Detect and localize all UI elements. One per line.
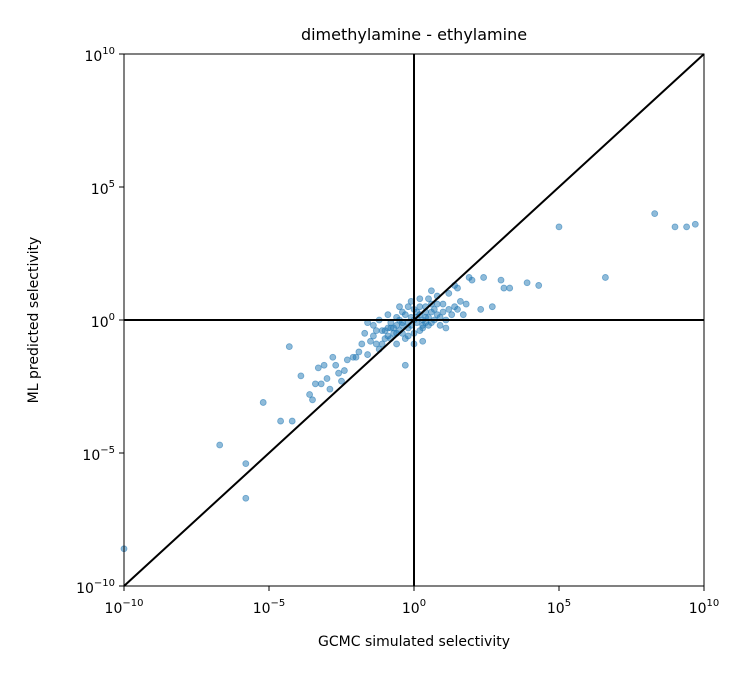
data-point xyxy=(329,353,337,361)
plot-area xyxy=(120,53,705,587)
data-point xyxy=(297,372,305,380)
data-point xyxy=(456,297,464,305)
data-point xyxy=(416,303,424,311)
data-point xyxy=(381,335,389,343)
x-tick-label: 100 xyxy=(402,598,426,617)
data-point xyxy=(369,332,377,340)
data-point xyxy=(404,303,412,311)
data-point xyxy=(242,494,250,502)
data-point xyxy=(480,274,488,281)
data-point xyxy=(340,367,348,374)
data-point xyxy=(343,356,351,364)
x-tick-label: 105 xyxy=(547,598,571,617)
y-tick-label: 1010 xyxy=(84,46,115,65)
y-tick-label: 105 xyxy=(91,179,115,198)
data-point xyxy=(448,311,456,319)
data-point xyxy=(396,303,403,311)
x-axis-ticks: 10−10 10−5 100 105 1010 xyxy=(105,586,720,617)
x-tick-label: 1010 xyxy=(689,598,720,617)
data-point xyxy=(384,311,392,319)
data-point xyxy=(462,300,470,308)
data-point xyxy=(445,305,453,313)
data-point xyxy=(416,327,424,335)
data-point xyxy=(555,223,563,231)
data-point xyxy=(416,295,424,303)
data-point xyxy=(535,282,543,289)
data-point xyxy=(314,364,322,372)
y-axis-ticks: 10−10 10−5 100 105 1010 xyxy=(76,46,124,597)
x-tick-label: 10−5 xyxy=(253,598,286,617)
data-point xyxy=(309,396,316,404)
x-tick-label: 10−10 xyxy=(105,598,144,617)
y-tick-label: 10−5 xyxy=(82,445,115,464)
data-point xyxy=(277,417,285,425)
data-point xyxy=(445,289,453,297)
data-point xyxy=(398,321,406,329)
data-point xyxy=(691,220,699,228)
data-point xyxy=(419,337,427,345)
data-point xyxy=(311,380,319,388)
data-point xyxy=(338,377,345,385)
data-point xyxy=(401,311,409,319)
data-point xyxy=(335,369,343,377)
data-point xyxy=(506,284,514,292)
data-point xyxy=(602,274,609,281)
data-point xyxy=(500,284,508,292)
chart-title: dimethylamine - ethylamine xyxy=(301,25,527,44)
data-point xyxy=(523,279,531,287)
data-point xyxy=(361,329,369,337)
data-point xyxy=(326,385,334,393)
data-point xyxy=(306,391,314,398)
data-point xyxy=(439,300,447,308)
data-point xyxy=(497,276,505,284)
data-point xyxy=(671,223,679,231)
data-point xyxy=(651,210,659,218)
data-point xyxy=(364,351,372,358)
data-point xyxy=(216,441,224,449)
data-point xyxy=(442,324,450,332)
data-point xyxy=(436,321,444,329)
data-point xyxy=(285,343,293,351)
data-point xyxy=(454,305,461,313)
data-point xyxy=(372,340,380,348)
data-point xyxy=(320,361,328,369)
x-axis-label: GCMC simulated selectivity xyxy=(318,634,510,650)
data-point xyxy=(352,353,360,361)
data-point xyxy=(369,321,377,329)
data-point xyxy=(477,305,485,313)
data-point xyxy=(384,324,392,332)
data-point xyxy=(332,361,340,369)
data-point xyxy=(259,399,267,406)
data-point xyxy=(358,340,366,348)
data-point xyxy=(427,287,435,295)
data-point xyxy=(378,327,386,335)
data-point xyxy=(430,305,438,313)
data-point xyxy=(465,274,473,281)
data-point xyxy=(393,340,401,348)
data-point xyxy=(390,324,398,332)
data-point xyxy=(459,311,467,319)
diagonal-reference-line xyxy=(123,53,705,587)
data-point xyxy=(367,337,374,345)
data-point xyxy=(488,303,496,311)
y-tick-label: 100 xyxy=(91,312,115,331)
data-point xyxy=(323,375,331,382)
data-point xyxy=(317,380,325,388)
data-point xyxy=(355,348,363,356)
data-point xyxy=(425,295,432,303)
y-tick-label: 10−10 xyxy=(76,578,115,597)
data-point xyxy=(288,417,296,425)
data-point xyxy=(404,332,412,340)
data-point xyxy=(683,223,690,231)
data-point xyxy=(401,361,409,369)
y-axis-label: ML predicted selectivity xyxy=(26,237,42,404)
data-point xyxy=(242,460,250,468)
data-point xyxy=(439,308,447,316)
